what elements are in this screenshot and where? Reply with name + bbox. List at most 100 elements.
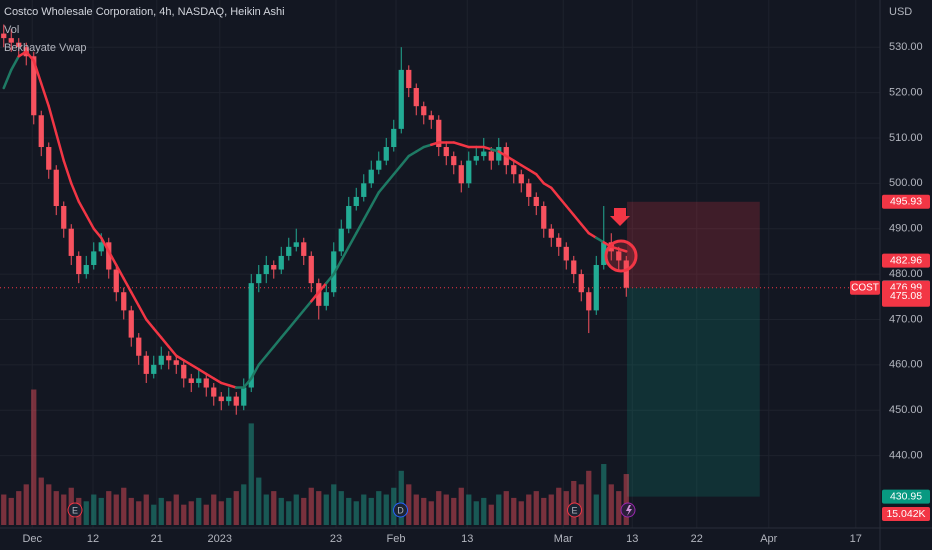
highlight-circle [604,239,638,273]
volume-bar [226,497,232,525]
arrow [610,208,630,226]
volume-bar [143,494,149,525]
candle-body [443,147,449,157]
candle-body [511,165,517,175]
volume-bar [346,497,352,525]
candle-body [158,355,164,365]
candle-body [136,337,142,356]
volume-bar [338,491,344,525]
volume-bar [8,497,14,525]
candle-body [413,88,419,107]
vwap-line [490,148,501,153]
candle-body [556,237,562,247]
vwap-line [407,150,418,158]
volume-bar [458,487,464,525]
candle-body [68,228,74,256]
candle-body [316,283,322,306]
y-tick-label: 470.00 [889,313,923,325]
vwap-line [137,304,148,321]
volume-bar [211,494,217,525]
candle-body [616,251,622,261]
volume-bar [121,487,127,525]
candle-body [8,38,14,43]
candle-body [173,360,179,365]
volume-bar [488,504,494,525]
vwap-line [527,168,538,176]
candle-body [571,260,577,275]
candle-body [98,242,104,252]
volume-bar [541,497,547,525]
vwap-line [272,336,283,348]
vwap-line [32,59,43,85]
volume-bar [563,491,569,525]
candle-body [466,160,472,184]
volume-bar [271,491,277,525]
candle-body [91,251,97,265]
volume-bar [128,497,134,525]
vwap-line [242,377,253,389]
volume-bar [526,494,532,525]
vwap-line [595,236,606,244]
volume-bar [1,494,7,525]
volume-badge-label: 15.042K [886,508,925,520]
volume-bar [248,423,254,525]
vwap-line [197,368,208,376]
volume-bar [301,497,307,525]
price-badge-label: 430.95 [890,490,922,502]
candle-body [16,42,22,48]
candle-body [143,355,149,374]
vwap-line [505,154,516,162]
volume-bar [593,494,599,525]
candle-body [586,292,592,311]
vwap-line [310,290,321,303]
event-label: E [572,505,578,515]
volume-bar [616,491,622,525]
y-tick-label: 520.00 [889,86,923,98]
vwap-line [415,145,426,153]
y-tick-label: 450.00 [889,404,923,416]
candle-body [121,292,127,311]
volume-bar [608,484,614,525]
vwap-line [422,143,433,149]
volume-bar [286,501,292,525]
x-tick-label: Feb [387,533,406,545]
price-badge-label: 495.93 [890,196,922,208]
vwap-line [362,204,373,221]
price-badge [882,253,930,268]
candle-body [406,69,412,89]
vwap-line [370,191,381,208]
volume-bar [196,497,202,525]
vwap-line [205,372,216,380]
target-zone [627,287,760,497]
volume-bar [16,491,22,525]
candle-body [233,396,239,406]
symbol-label: COST [851,282,879,293]
vwap-line [557,195,568,208]
vwap-line [152,327,163,339]
candle-body [31,56,37,116]
volume-bar [398,470,404,525]
vwap-line [55,132,66,162]
volume-bar [353,501,359,525]
volume-bar [293,494,299,525]
candle-body [53,169,59,207]
symbol-badge [850,280,880,295]
vwap-line [512,159,523,167]
vwap-line [17,50,28,58]
event-marker [67,502,83,518]
vwap-line [482,145,493,151]
candle-body [376,160,382,170]
price-badge-label: 482.96 [890,254,922,266]
volume-bar [443,494,449,525]
vwap-line [250,363,261,380]
volume-bar [46,484,52,525]
vwap-line [47,104,58,135]
candle-body [488,151,494,161]
volume-bar [181,504,187,525]
x-tick-label: 23 [330,533,342,545]
candle-body [481,151,487,157]
volume-bar [91,494,97,525]
volume-bar [188,501,194,525]
